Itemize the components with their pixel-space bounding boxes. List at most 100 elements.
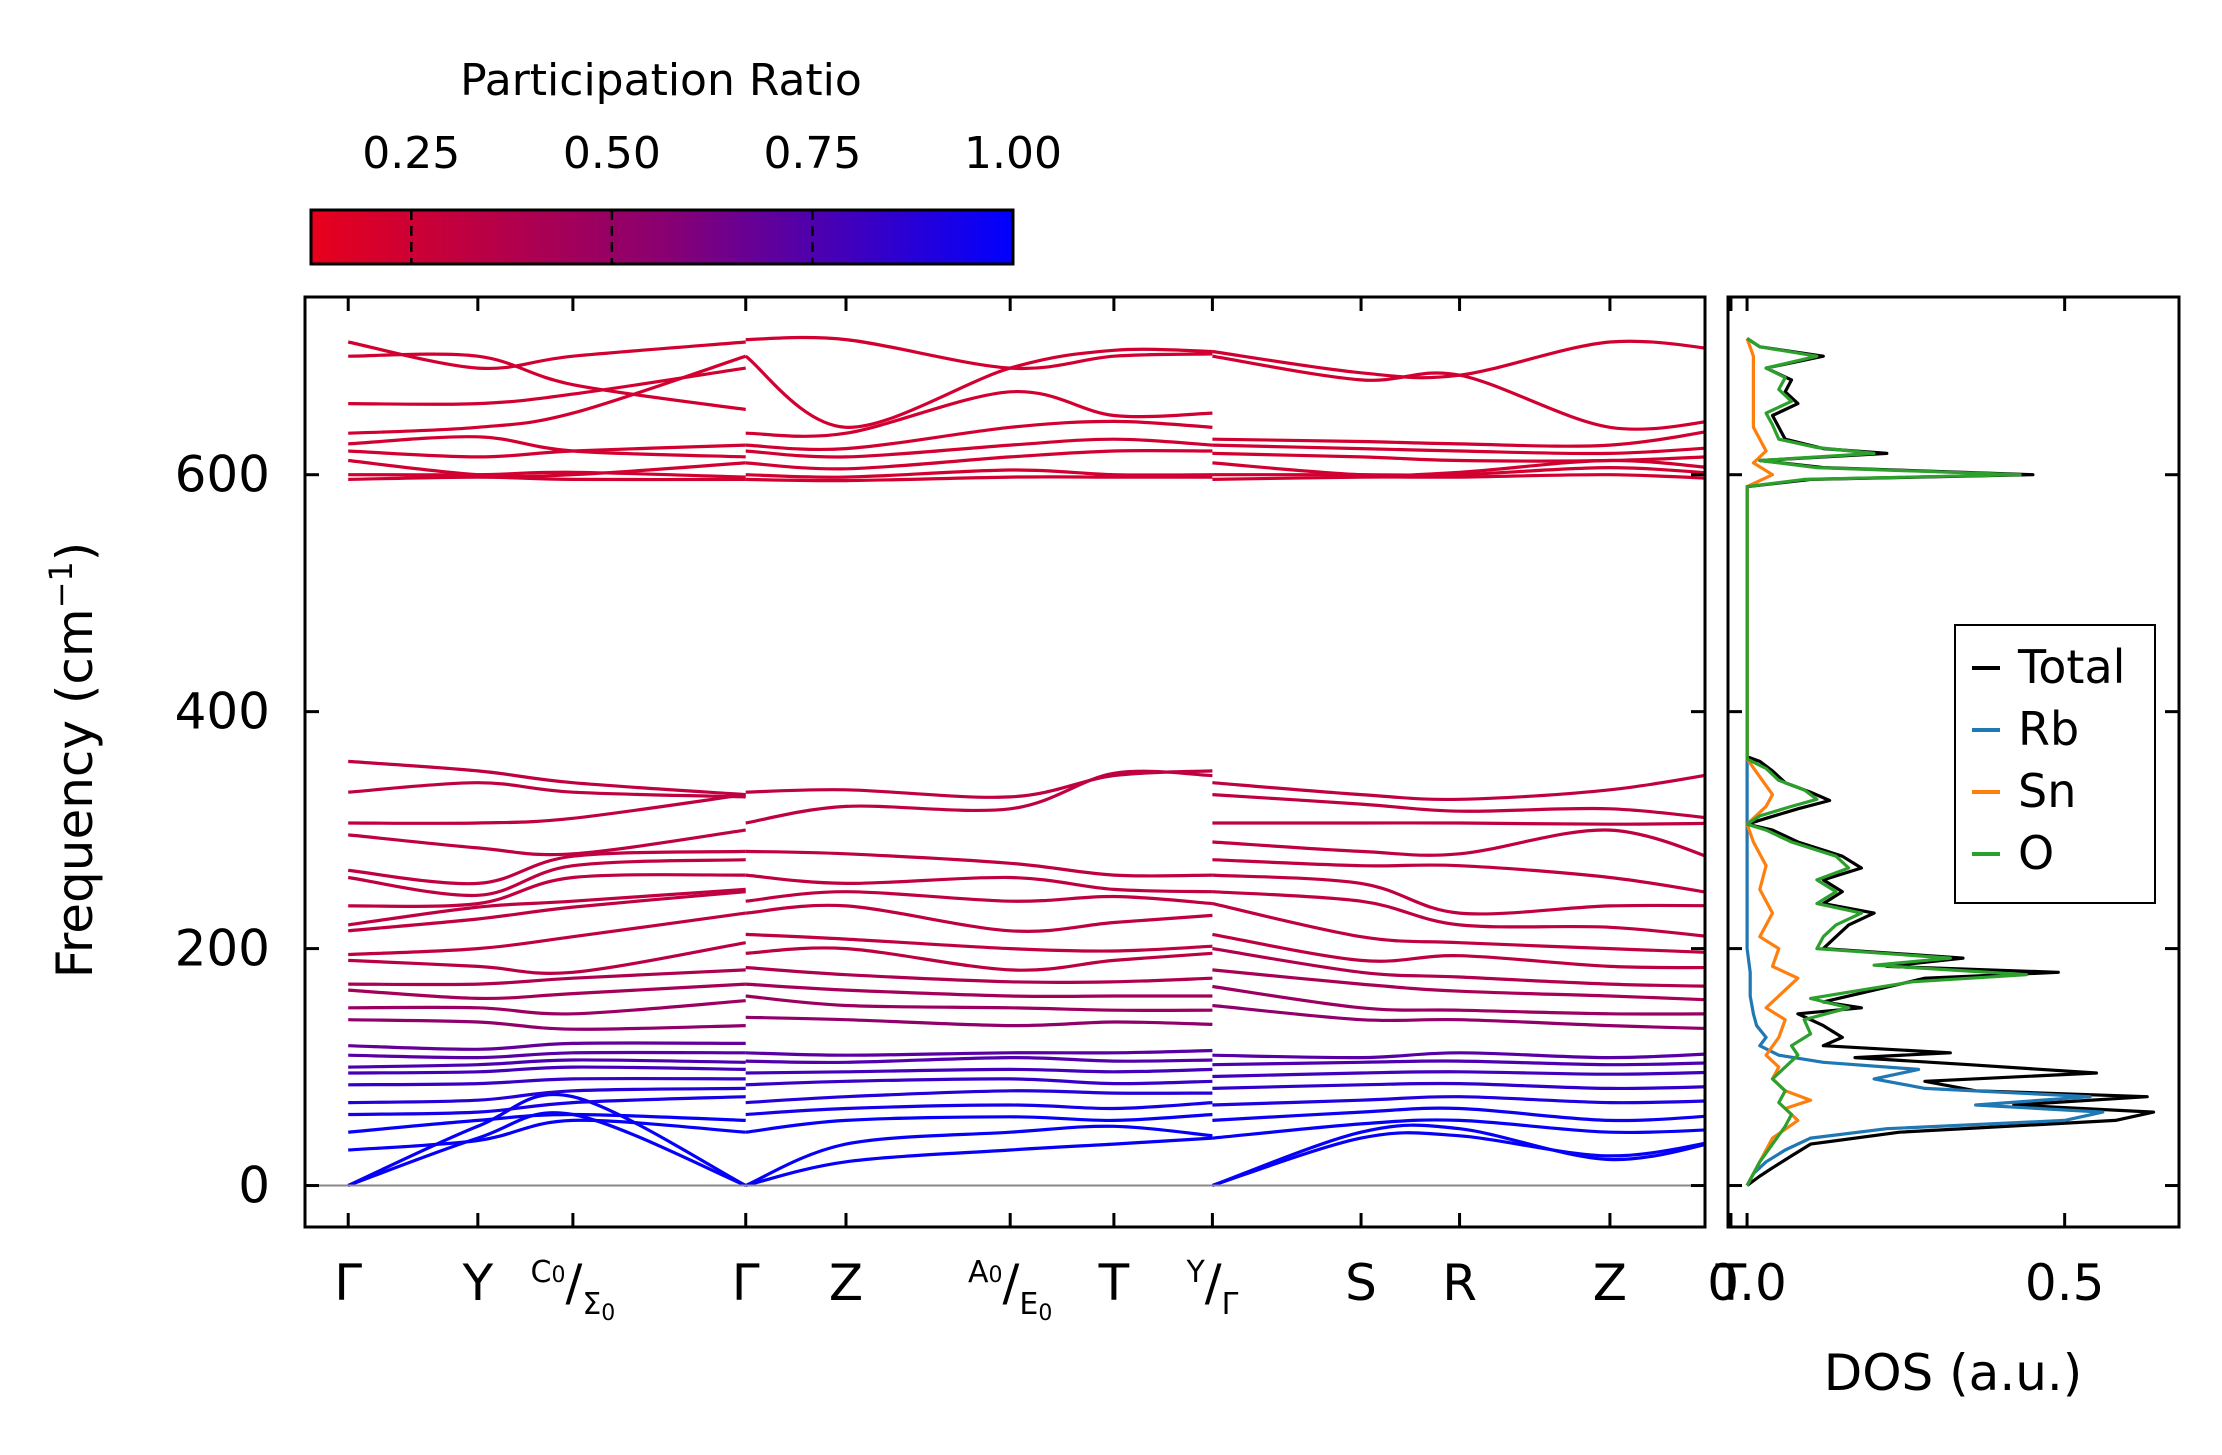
band-line — [348, 759, 746, 797]
band-line — [1212, 473, 1705, 481]
colorbar-tick-labels: 0.25 0.50 0.75 1.00 — [362, 128, 1062, 179]
high-symmetry-label-slash: / — [1003, 1254, 1020, 1312]
dos-line-sn — [1745, 337, 1813, 1187]
band-line — [1212, 1070, 1705, 1079]
band-line — [348, 435, 746, 459]
band-line — [745, 1077, 1213, 1087]
band-line — [348, 781, 746, 799]
band-line — [1212, 932, 1705, 970]
legend-label: O — [2018, 826, 2054, 880]
band-line — [1212, 773, 1705, 802]
high-symmetry-label-bottom-sub: 0 — [601, 1301, 615, 1326]
band-line — [745, 982, 1213, 999]
band-line — [1212, 858, 1705, 894]
band-line — [348, 443, 746, 459]
dos-tick-labels: 0.0 0.5 — [1707, 1254, 2104, 1312]
legend-label: Rb — [2018, 702, 2079, 756]
band-line — [347, 858, 746, 898]
band-line — [745, 994, 1213, 1012]
band-line — [348, 1041, 746, 1051]
band-line — [745, 890, 1213, 906]
high-symmetry-label-top: C — [531, 1255, 552, 1290]
colorbar-tick-label: 1.00 — [964, 128, 1062, 179]
high-symmetry-label: R — [1442, 1254, 1477, 1312]
band-line — [348, 475, 746, 482]
band-line — [1212, 793, 1705, 820]
dos-axes — [1728, 297, 2179, 1227]
band-line — [348, 1118, 746, 1152]
band-line — [1212, 354, 1705, 431]
band-line — [348, 1018, 746, 1031]
legend-label: Total — [2017, 640, 2125, 694]
band-line — [745, 335, 1213, 371]
band-line — [348, 458, 746, 478]
frequency-axis-label-text: Frequency (cm — [46, 608, 104, 978]
band-line — [1212, 947, 1705, 988]
high-symmetry-label: Y — [462, 1254, 494, 1312]
band-line — [1212, 828, 1705, 858]
dos-lines — [1745, 337, 2156, 1187]
band-plot-frame — [303, 295, 1707, 1229]
band-line — [745, 437, 1213, 459]
band-line — [745, 1136, 1213, 1188]
colorbar-tick-label: 0.50 — [563, 128, 661, 179]
colorbar-ticks — [410, 210, 814, 264]
band-line — [348, 1112, 746, 1134]
band-line — [745, 1055, 1213, 1065]
frequency-tick-label: 0 — [238, 1157, 270, 1215]
frequency-axis-label: Frequency (cm−1) — [42, 542, 104, 979]
band-line — [348, 873, 746, 908]
band-line — [745, 389, 1213, 438]
band-line — [1212, 1081, 1705, 1091]
band-line — [745, 1048, 1213, 1057]
dos-legend: Total Rb Sn O — [1954, 624, 2156, 904]
high-symmetry-label: A0/E0 — [968, 1254, 1052, 1326]
high-symmetry-label: T — [1098, 1254, 1130, 1312]
band-line — [1212, 443, 1705, 456]
band-line — [1212, 1051, 1705, 1060]
band-line — [745, 448, 1213, 471]
band-line — [1212, 1003, 1705, 1031]
band-line — [745, 475, 1213, 483]
high-symmetry-label-bottom: Σ — [582, 1287, 601, 1322]
band-line — [745, 1015, 1213, 1028]
band-line — [745, 1124, 1213, 1187]
band-line — [1212, 339, 1705, 380]
band-line — [745, 468, 1213, 479]
band-line — [348, 982, 746, 1001]
band-line — [1212, 902, 1705, 954]
frequency-tick-labels: 0 200 400 600 — [175, 446, 270, 1215]
band-line — [348, 968, 746, 987]
band-line — [348, 366, 746, 406]
frequency-tick-label: 200 — [175, 920, 270, 978]
band-line — [1212, 466, 1705, 477]
high-symmetry-label: Y/Γ — [1185, 1254, 1238, 1322]
band-line — [348, 1065, 746, 1075]
high-symmetry-label: Γ — [732, 1254, 760, 1312]
band-line — [1212, 821, 1705, 826]
band-lines — [347, 335, 1705, 1188]
high-symmetry-label: C0/Σ0 — [531, 1254, 616, 1326]
band-axes — [305, 297, 1733, 1227]
dos-axis-label: DOS (a.u.) — [1824, 1344, 2083, 1402]
high-symmetry-label-top-sub: 0 — [551, 1263, 565, 1288]
band-line — [347, 887, 746, 927]
band-line — [1211, 1131, 1705, 1188]
high-symmetry-label-bottom-sub: 0 — [1038, 1301, 1052, 1326]
band-line — [348, 828, 746, 857]
band-line — [745, 1067, 1213, 1075]
band-line — [745, 419, 1213, 452]
band-line — [1211, 1123, 1705, 1188]
high-symmetry-label: Z — [1593, 1254, 1627, 1312]
band-line — [1212, 968, 1705, 1002]
high-symmetry-label-top: Y — [1185, 1255, 1205, 1290]
high-symmetry-labels: Γ Y C0/Σ0Γ Z A0/E0T Y/Γ S R Z T — [334, 1254, 1746, 1326]
band-line — [1212, 1106, 1705, 1123]
band-line — [348, 354, 747, 435]
frequency-axis-label-close: ) — [46, 542, 104, 562]
band-line — [745, 932, 1213, 953]
band-line — [745, 903, 1213, 933]
high-symmetry-label-bottom: Γ — [1222, 1287, 1239, 1322]
